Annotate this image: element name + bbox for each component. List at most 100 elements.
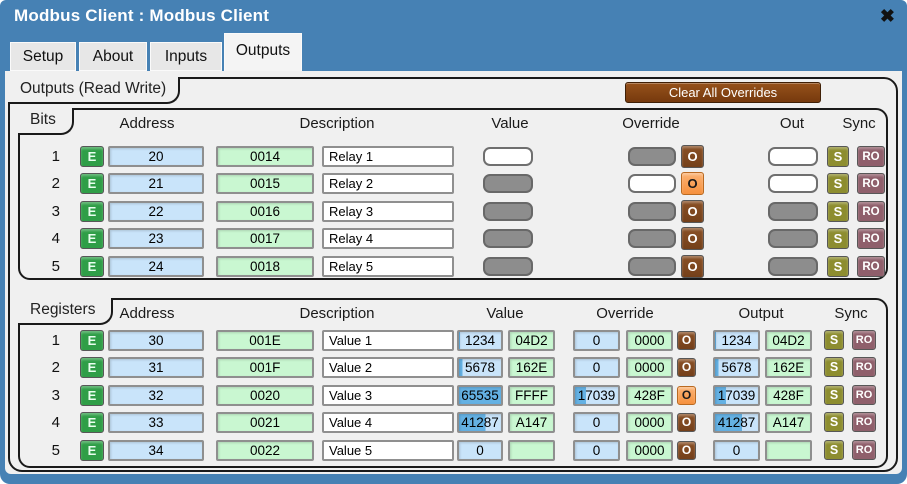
enable-button[interactable]: E [80,228,104,250]
description-input[interactable] [322,146,454,167]
sync-button[interactable]: S [824,412,844,433]
address-decimal-field[interactable]: 24 [108,255,204,277]
description-input[interactable] [322,412,454,434]
override-decimal-field[interactable]: 0 [573,439,620,461]
description-input[interactable] [322,228,454,250]
override-decimal-field[interactable]: 0 [573,357,620,379]
address-hex-field[interactable]: 0014 [216,146,314,167]
clear-all-overrides-button[interactable]: Clear All Overrides [625,82,821,103]
address-hex-field[interactable]: 0015 [216,173,314,195]
address-decimal-field[interactable]: 32 [108,384,204,406]
enable-button[interactable]: E [80,330,104,351]
description-input[interactable] [322,330,454,351]
override-hex-field[interactable]: 0000 [626,330,673,351]
description-input[interactable] [322,357,454,379]
enable-button[interactable]: E [80,146,104,167]
override-toggle-button[interactable]: O [677,440,696,460]
readonly-button[interactable]: RO [852,439,876,460]
override-toggle-button[interactable]: O [677,331,696,350]
address-hex-field[interactable]: 0022 [216,439,314,461]
tab-inputs[interactable]: Inputs [150,42,222,71]
override-indicator[interactable] [628,256,676,276]
tab-outputs[interactable]: Outputs [224,33,302,71]
value-decimal-field: 5678 [457,357,503,379]
override-toggle-button[interactable]: O [681,172,704,196]
override-indicator[interactable] [628,147,676,166]
readonly-button[interactable]: RO [857,255,885,277]
address-hex-field[interactable]: 0018 [216,255,314,277]
override-hex-field[interactable]: 0000 [626,412,673,434]
override-decimal-field[interactable]: 0 [573,412,620,434]
override-hex-field[interactable]: 0000 [626,439,673,461]
row-number: 5 [51,257,60,275]
override-toggle-button[interactable]: O [681,145,704,168]
address-decimal-field[interactable]: 20 [108,146,204,167]
address-hex-field[interactable]: 0021 [216,412,314,434]
readonly-button[interactable]: RO [852,330,876,350]
sync-button[interactable]: S [824,384,844,405]
override-toggle-button[interactable]: O [677,413,696,433]
address-decimal-field[interactable]: 33 [108,412,204,434]
address-decimal-field[interactable]: 31 [108,357,204,379]
sync-button[interactable]: S [824,439,844,460]
override-decimal-field[interactable]: 0 [573,330,620,351]
address-hex-field[interactable]: 001E [216,330,314,351]
close-icon[interactable]: ✖ [879,6,895,26]
address-hex-field[interactable]: 0017 [216,228,314,250]
override-hex-field[interactable]: 0000 [626,357,673,379]
override-toggle-button[interactable]: O [677,385,696,405]
override-hex-field[interactable]: 428F [626,384,673,406]
description-input[interactable] [322,384,454,406]
sync-button[interactable]: S [827,200,849,222]
address-decimal-field[interactable]: 21 [108,173,204,195]
enable-button[interactable]: E [80,255,104,277]
enable-button[interactable]: E [80,439,104,461]
value-indicator [483,256,533,276]
sync-button[interactable]: S [827,255,849,277]
enable-button[interactable]: E [80,173,104,195]
readonly-button[interactable]: RO [852,412,876,433]
description-input[interactable] [322,173,454,195]
address-decimal-field[interactable]: 30 [108,330,204,351]
enable-button[interactable]: E [80,357,104,379]
readonly-button[interactable]: RO [857,200,885,222]
sync-button[interactable]: S [827,173,849,195]
output-hex-field [765,439,812,461]
enable-button[interactable]: E [80,412,104,434]
address-decimal-field[interactable]: 34 [108,439,204,461]
enable-button[interactable]: E [80,384,104,406]
tab-about[interactable]: About [79,42,147,71]
window-title: Modbus Client : Modbus Client [14,6,270,25]
sync-button[interactable]: S [827,228,849,250]
bits-header-sync: Sync [842,115,876,132]
description-input[interactable] [322,200,454,222]
override-toggle-button[interactable]: O [681,254,704,278]
out-indicator [768,229,818,249]
readonly-button[interactable]: RO [857,228,885,250]
row-number: 3 [51,202,60,220]
address-decimal-field[interactable]: 22 [108,200,204,222]
address-decimal-field[interactable]: 23 [108,228,204,250]
address-hex-field[interactable]: 0016 [216,200,314,222]
override-toggle-button[interactable]: O [677,358,696,378]
sync-button[interactable]: S [827,146,849,167]
row-number: 3 [51,386,60,404]
override-indicator[interactable] [628,201,676,221]
override-toggle-button[interactable]: O [681,227,704,251]
address-hex-field[interactable]: 0020 [216,384,314,406]
description-input[interactable] [322,255,454,277]
override-decimal-field[interactable]: 17039 [573,384,620,406]
readonly-button[interactable]: RO [852,384,876,405]
override-indicator[interactable] [628,174,676,194]
sync-button[interactable]: S [824,330,844,350]
address-hex-field[interactable]: 001F [216,357,314,379]
readonly-button[interactable]: RO [857,173,885,195]
enable-button[interactable]: E [80,200,104,222]
description-input[interactable] [322,439,454,461]
tab-setup[interactable]: Setup [10,42,76,71]
override-indicator[interactable] [628,229,676,249]
sync-button[interactable]: S [824,357,844,378]
readonly-button[interactable]: RO [857,146,885,167]
override-toggle-button[interactable]: O [681,199,704,223]
readonly-button[interactable]: RO [852,357,876,378]
